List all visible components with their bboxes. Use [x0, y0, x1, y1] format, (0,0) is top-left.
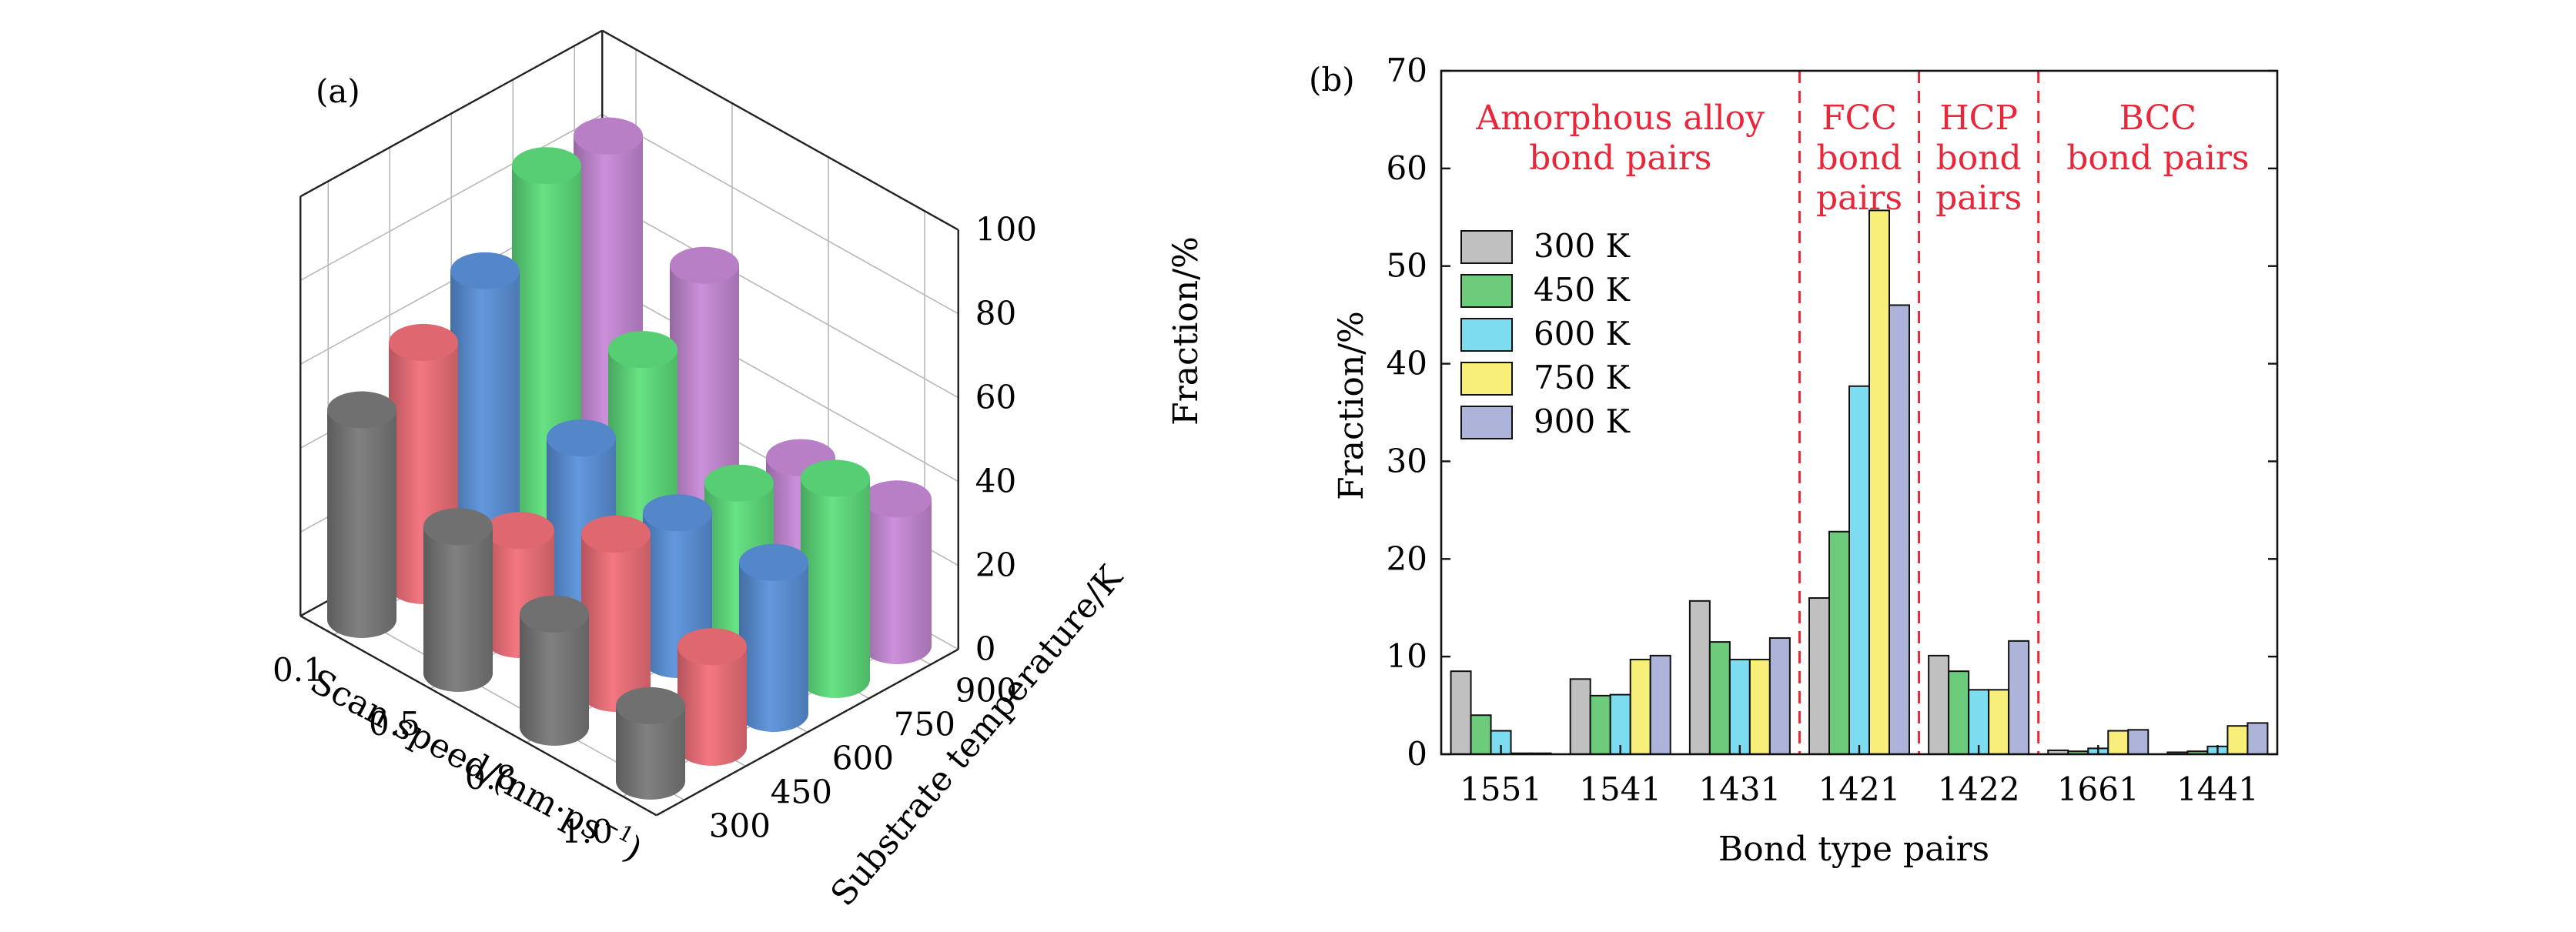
z-tick-label: 80	[975, 295, 1016, 332]
y-tick-label: 10	[1387, 637, 1427, 675]
x-tick-label: 0.5	[369, 705, 420, 743]
z-tick-label: 20	[975, 546, 1016, 584]
cylinder-bar	[862, 480, 932, 664]
bar	[1889, 304, 1910, 755]
z-axis-label: Fraction/%	[1166, 236, 1206, 426]
z-tick-label: 60	[975, 379, 1016, 416]
legend-swatch	[1460, 362, 1513, 396]
z-tick-label: 0	[975, 630, 996, 668]
z-tick-label: 40	[975, 463, 1016, 500]
x-tick-label: 1441	[2176, 770, 2259, 808]
region-label: BCC	[2119, 99, 2196, 138]
cylinder-bar	[801, 459, 870, 698]
cylinder-bar	[327, 391, 396, 638]
legend-label: 750 K	[1534, 359, 1631, 396]
cylinder-bar	[520, 595, 589, 746]
x-tick-label: 1421	[1818, 770, 1901, 808]
x-tick-label: 1541	[1579, 770, 1661, 808]
bar	[2246, 722, 2269, 755]
z-tick-label: 100	[975, 211, 1037, 249]
region-label: bond	[1936, 139, 2022, 178]
bar	[1688, 600, 1711, 755]
bar	[1948, 670, 1970, 756]
cylinder-bar	[581, 515, 651, 712]
legend-swatch	[1460, 406, 1513, 439]
region-label: pairs	[1935, 179, 2022, 218]
bar	[1589, 694, 1611, 756]
x-tick-label: 1422	[1938, 770, 2020, 808]
bar	[1808, 597, 1830, 755]
bar	[1728, 658, 1751, 755]
y-tick-label: 60	[1387, 149, 1427, 187]
panel-a-3d-chart: (a) 0 20 40 60 80 100 0.1 0.5 0.8 1.0 300450600750…	[273, 29, 1206, 914]
bar	[1968, 689, 1990, 756]
legend-label: 600 K	[1534, 315, 1631, 352]
x-tick-label: 1431	[1698, 770, 1781, 808]
y-tick-label: 600	[832, 740, 894, 777]
region-label: HCP	[1939, 99, 2018, 138]
legend-swatch	[1460, 230, 1513, 264]
legend-label: 900 K	[1534, 403, 1631, 440]
panel-b-label: (b)	[1309, 61, 1355, 99]
bar	[1609, 693, 1631, 755]
cylinder-bar	[423, 508, 493, 692]
x-tick-label: 0.1	[273, 651, 324, 689]
region-label: bond pairs	[1529, 139, 1711, 178]
x-tick-label: 1.0	[561, 813, 613, 850]
cylinder-bar	[739, 543, 808, 732]
bar	[2127, 729, 2149, 755]
bar	[1470, 714, 1492, 755]
y-tick-label: 70	[1387, 52, 1427, 89]
bar	[1629, 658, 1651, 755]
x-tick-label: 0.8	[465, 759, 517, 797]
panel-b-axes: 0 10 20 30 40 50 60 70 1551 1541 1431 1421 1422 1661 1…	[1387, 52, 2279, 808]
bar	[1450, 670, 1472, 756]
bar	[2226, 725, 2249, 755]
region-label: Amorphous alloy	[1475, 99, 1765, 138]
y-tick-label: 30	[1387, 442, 1427, 479]
bar	[2008, 640, 2030, 755]
bar	[1828, 530, 1850, 755]
cylinder-bar	[450, 252, 520, 570]
panel-a-label: (a)	[316, 72, 360, 110]
bar	[1649, 654, 1671, 755]
legend-swatch	[1460, 274, 1513, 308]
bar	[1748, 658, 1771, 755]
bar	[1768, 637, 1791, 755]
bar	[2107, 730, 2129, 755]
bar	[1988, 689, 2010, 756]
legend-swatch	[1460, 318, 1513, 352]
region-label: FCC	[1822, 99, 1897, 138]
y-tick-label: 40	[1387, 345, 1427, 382]
cylinder-bar	[677, 628, 747, 766]
region-label: bond	[1816, 139, 1902, 178]
bar	[1928, 654, 1950, 755]
y-tick-label: 450	[771, 773, 832, 811]
panel-a-cylinders	[327, 117, 932, 800]
legend-label: 300 K	[1534, 227, 1631, 265]
b-y-axis-label: Fraction/%	[1332, 311, 1371, 500]
x-tick-label: 1661	[2057, 770, 2139, 808]
legend: 300 K 450 K 600 K 750 K 900 K	[1460, 227, 1631, 440]
bar	[1848, 385, 1870, 755]
y-tick-label: 750	[894, 706, 955, 743]
bar	[1868, 209, 1890, 755]
cylinder-bar	[616, 686, 685, 800]
y-tick-label: 300	[709, 807, 771, 845]
legend-label: 450 K	[1534, 271, 1631, 309]
y-tick-label: 20	[1387, 539, 1427, 577]
y-tick-label: 0	[1407, 735, 1427, 773]
bar	[1569, 678, 1591, 756]
y-tick-label: 900	[955, 672, 1017, 710]
b-x-axis-label: Bond type pairs	[1718, 830, 1989, 869]
region-label: bond pairs	[2066, 139, 2249, 178]
bar	[1708, 641, 1731, 755]
y-tick-label: 50	[1387, 247, 1427, 285]
x-tick-label: 1551	[1460, 770, 1542, 808]
